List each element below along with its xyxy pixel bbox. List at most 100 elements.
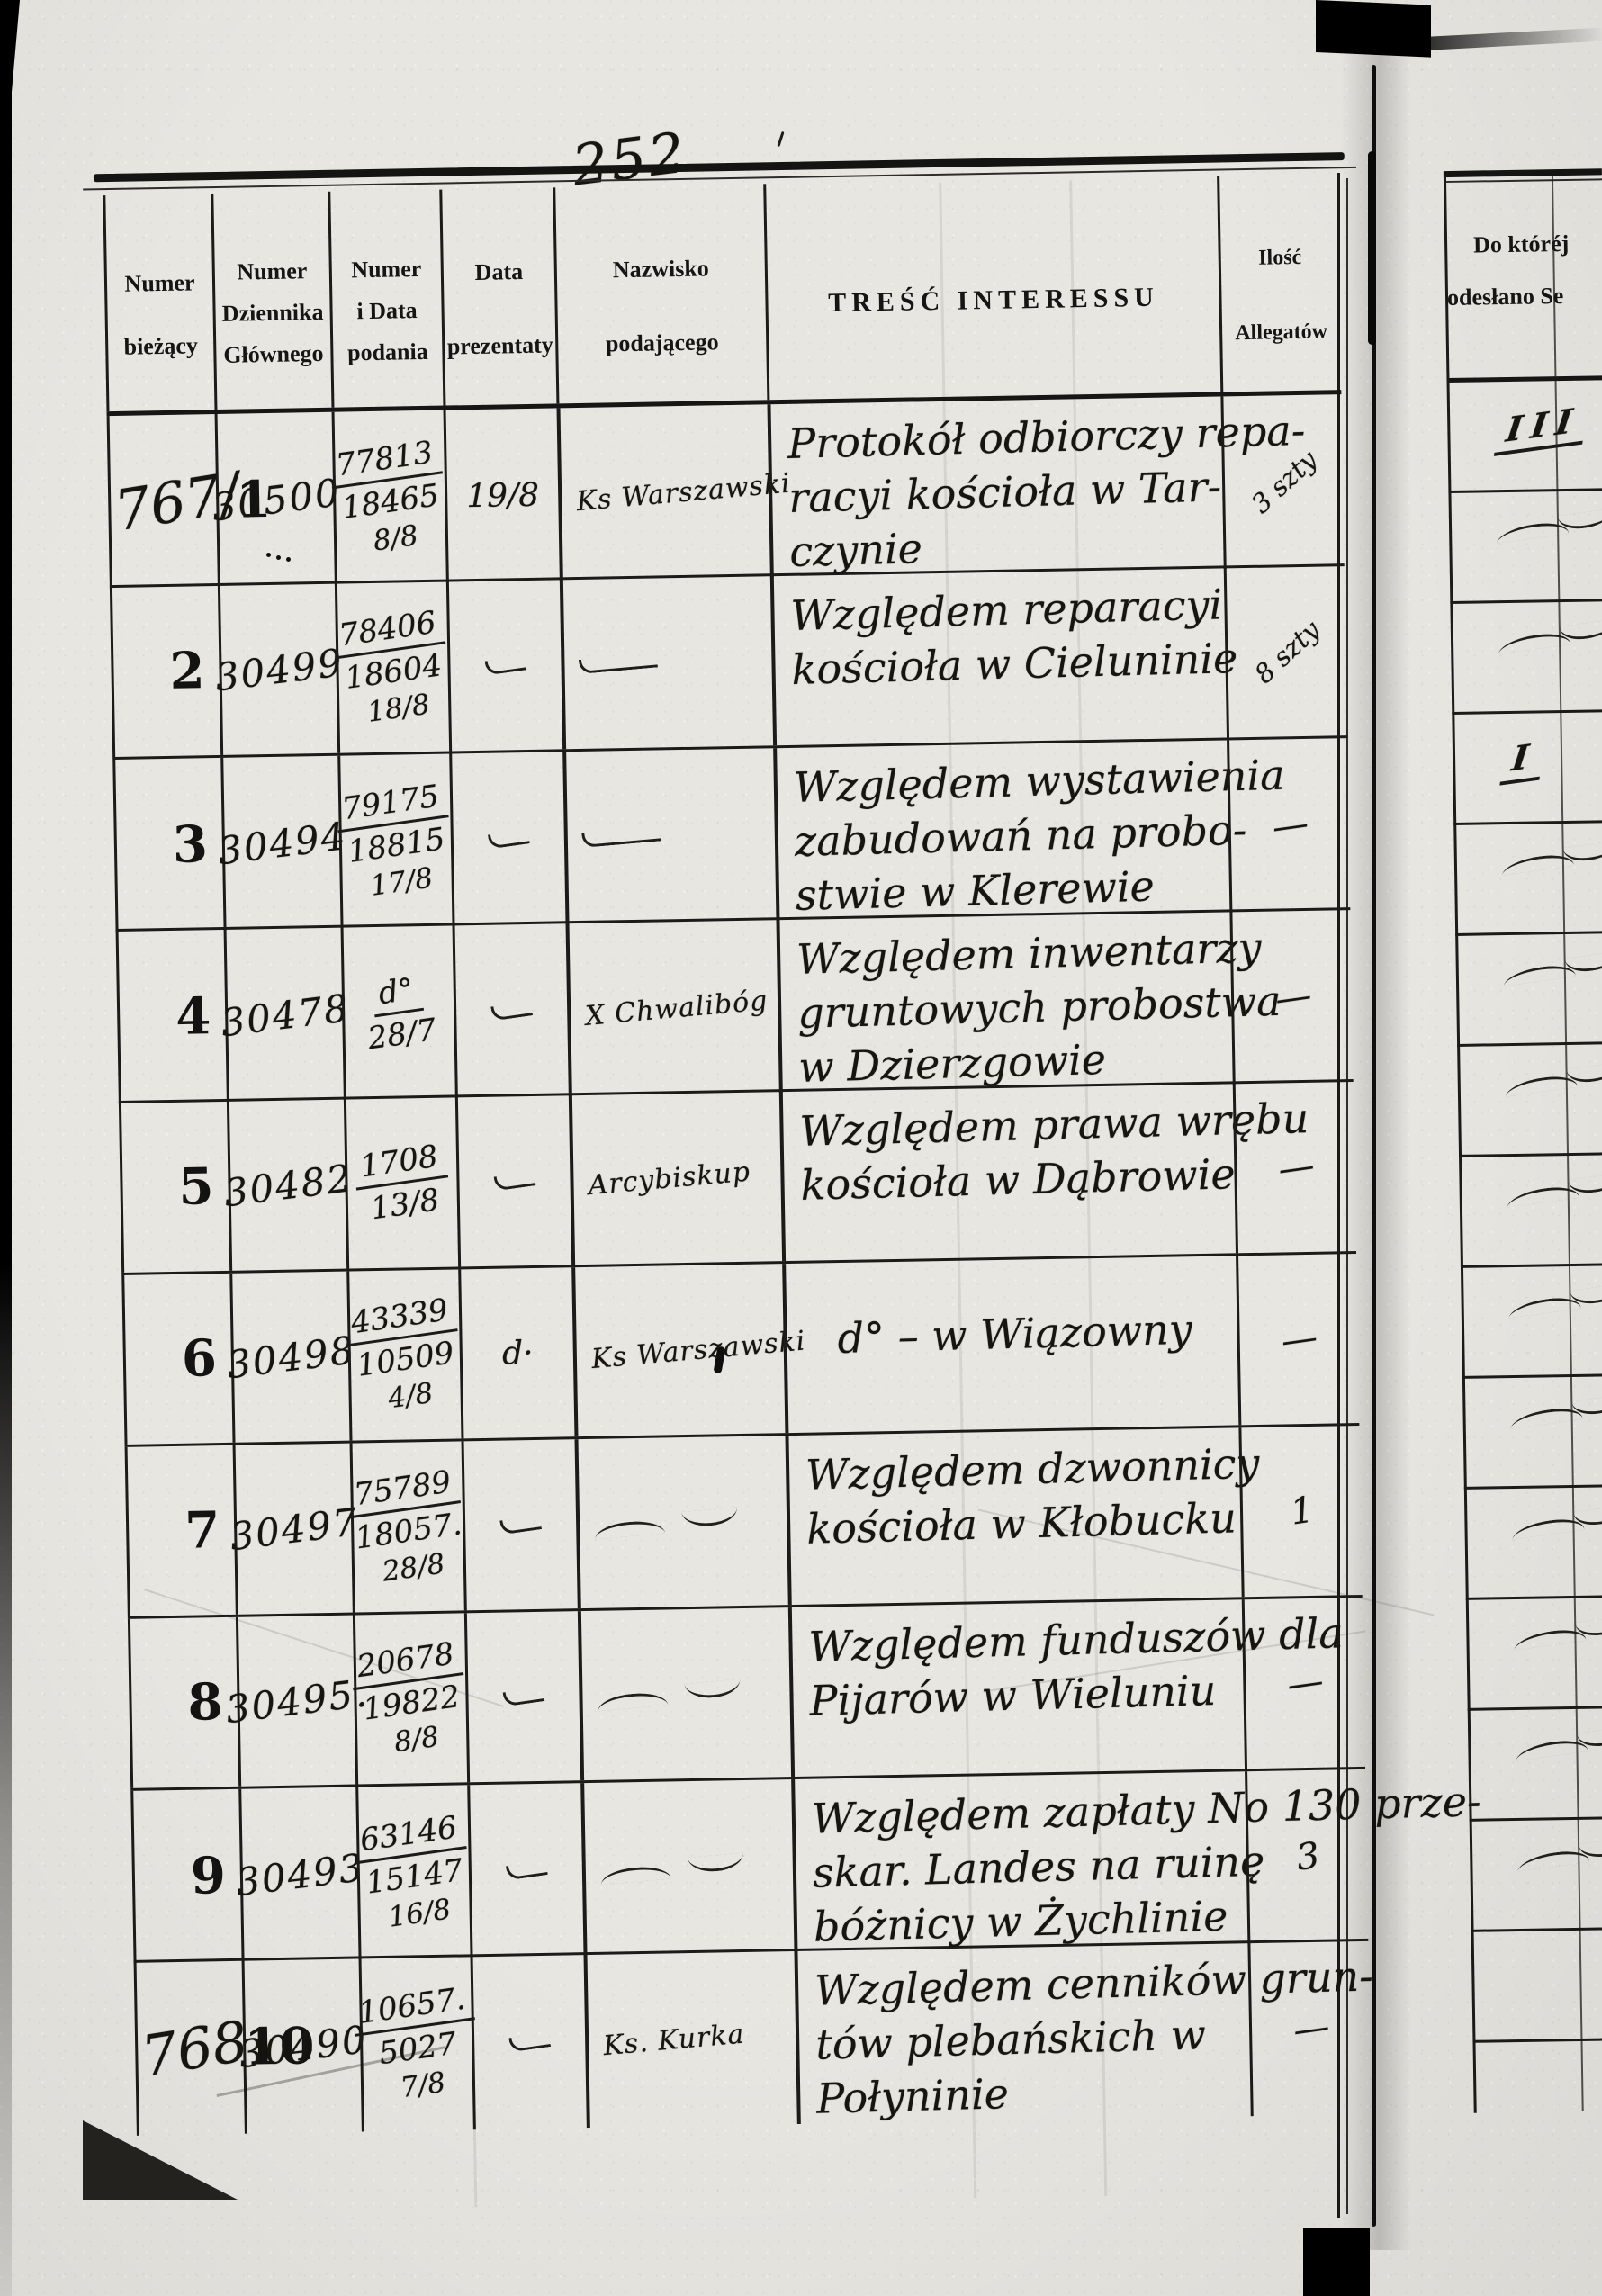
header-tresc-interessu: TREŚĆ INTERESSU bbox=[763, 176, 1221, 401]
cell-nazwisko bbox=[577, 1607, 792, 1781]
section-value bbox=[1511, 1392, 1602, 1427]
cell-tresc: Względem reparacyi kościoła w Cieluninie bbox=[770, 568, 1238, 746]
cell-data-prezentaty bbox=[461, 1439, 578, 1611]
section-value bbox=[1509, 1282, 1602, 1317]
section-value: I bbox=[1499, 734, 1545, 786]
cell-nazwisko bbox=[574, 1436, 788, 1609]
cell-numer-biezacy: 5 bbox=[118, 1101, 230, 1273]
cell-numer-podania: d° 28/7 bbox=[340, 925, 455, 1101]
cell-allegaty: — bbox=[1232, 1082, 1356, 1254]
table-row: 4 30478 d° 28/7 X Chwalibóg bbox=[115, 910, 1354, 1104]
section-row bbox=[1454, 823, 1602, 936]
cell-numer-dziennika: 30494 bbox=[215, 755, 349, 931]
cell-numer-dziennika: 30497 bbox=[227, 1443, 361, 1615]
cell-allegaty: 3 szty bbox=[1220, 394, 1345, 570]
register-table: Numer bieżący Numer Dziennika Głównego N… bbox=[103, 174, 1481, 2136]
cell-allegaty: — bbox=[1247, 1940, 1372, 2117]
cell-allegaty: 8 szty bbox=[1223, 566, 1347, 738]
cell-data-prezentaty bbox=[467, 1783, 584, 1958]
section-row bbox=[1448, 491, 1602, 605]
cell-numer-biezacy: 7 bbox=[124, 1445, 236, 1616]
cell-allegaty: — bbox=[1236, 1254, 1360, 1426]
table-row: 5 30482 1708 13/8 Arcybiskup bbox=[118, 1082, 1357, 1275]
cell-data-prezentaty bbox=[446, 580, 563, 752]
cell-numer-biezacy: 8 bbox=[127, 1616, 239, 1788]
cell-tresc: Protokół odbiorczy repa- racyi kościoła … bbox=[767, 396, 1306, 578]
section-row bbox=[1450, 601, 1602, 715]
section-row bbox=[1467, 1708, 1602, 1822]
cell-tresc: Względem prawa wrębu kościoła w Dąbrowie bbox=[778, 1084, 1310, 1262]
header-ilosc-allegatow: Ilość Allegatów bbox=[1217, 174, 1342, 392]
cell-nazwisko: Arcybiskup bbox=[568, 1092, 783, 1265]
cell-numer-dziennika: 30498 bbox=[224, 1271, 358, 1443]
cell-numer-dziennika: 30478 bbox=[218, 927, 352, 1103]
cell-nazwisko bbox=[562, 748, 777, 925]
section-value bbox=[1506, 1060, 1602, 1095]
cell-allegaty: 1 bbox=[1238, 1425, 1363, 1598]
cell-allegaty: — bbox=[1227, 738, 1351, 914]
cell-tresc: Względem zapłaty No 130 prze- skar. Land… bbox=[791, 1771, 1481, 1953]
table-top-rule-thick bbox=[1443, 168, 1602, 178]
cell-numer-dziennika: 30493 bbox=[233, 1787, 367, 1962]
cell-nazwisko: Ks Warszawski bbox=[572, 1264, 807, 1437]
header-numer-biezacy: Numer bieżący bbox=[103, 194, 215, 412]
table-row: 6 30498 43339 10509 4/8 d· Ks Warszawski bbox=[122, 1254, 1360, 1447]
cell-numer-podania: 1708 13/8 bbox=[343, 1097, 459, 1269]
section-value bbox=[1508, 1171, 1602, 1206]
ink-blot bbox=[266, 553, 271, 557]
cell-nazwisko: Ks. Kurka bbox=[583, 1951, 797, 2129]
cell-data-prezentaty bbox=[454, 1095, 572, 1267]
header-odeslano: odesłano Se bbox=[1446, 282, 1564, 311]
header-data-prezentaty: Data prezentaty bbox=[439, 187, 557, 406]
cell-numer-biezacy: 9 bbox=[130, 1788, 242, 1964]
cell-allegaty: — bbox=[1229, 910, 1354, 1085]
table-row: 3 30494 79175 18815 17/8 bbox=[112, 738, 1351, 933]
table-row: 9 30493 63146 15147 16/8 bbox=[130, 1769, 1481, 1964]
section-row bbox=[1459, 1155, 1602, 1268]
cell-numer-biezacy: 6 bbox=[122, 1273, 233, 1445]
cell-allegaty: 3 bbox=[1245, 1769, 1369, 1945]
cell-numer-dziennika: 30482 bbox=[221, 1099, 355, 1271]
cell-numer-podania: 20678 19822 8/8 bbox=[347, 1613, 468, 1785]
cell-data-prezentaty bbox=[449, 752, 566, 927]
section-column: III I bbox=[1446, 380, 1602, 2151]
cell-numer-podania: 10657. 5027 7/8 bbox=[349, 1957, 475, 2132]
table-row: 767/ 1 30500 77813 18465 8/8 19/8 bbox=[106, 394, 1345, 590]
section-row bbox=[1460, 1265, 1602, 1379]
table-row: 7 30497 75789 18057. 28/8 bbox=[124, 1425, 1363, 1619]
header-numer-dziennika: Numer Dziennika Głównego bbox=[211, 191, 332, 410]
section-row bbox=[1462, 1376, 1602, 1490]
cell-numer-biezacy: 768 10 bbox=[133, 1960, 315, 2136]
cell-numer-podania: 79175 18815 17/8 bbox=[333, 753, 453, 929]
left-page: Numer bieżący Numer Dziennika Głównego N… bbox=[60, 95, 1481, 2208]
cell-numer-podania: 63146 15147 16/8 bbox=[351, 1785, 471, 1960]
cell-tresc: Względem dzwonnicy kościoła w Kłobucku bbox=[785, 1427, 1260, 1606]
section-value: III bbox=[1493, 398, 1589, 456]
cell-allegaty: — bbox=[1241, 1597, 1365, 1769]
section-value bbox=[1514, 1614, 1602, 1649]
cell-data-prezentaty: d· bbox=[458, 1267, 575, 1439]
cell-tresc: Względem funduszów dla Pijarów w Wieluni… bbox=[788, 1599, 1344, 1778]
section-row bbox=[1463, 1487, 1602, 1600]
cell-numer-biezacy: 767/ 1 bbox=[106, 414, 272, 590]
cell-nazwisko: X Chwalibóg bbox=[565, 920, 779, 1097]
cell-tresc: d° – w Wiązowny bbox=[782, 1256, 1239, 1434]
section-value bbox=[1504, 950, 1602, 985]
cell-nazwisko: Ks Warszawski bbox=[556, 404, 792, 581]
section-value bbox=[1497, 508, 1602, 543]
table-header-row: Numer bieżący Numer Dziennika Głównego N… bbox=[103, 174, 1342, 417]
cell-numer-podania: 75789 18057. 28/8 bbox=[345, 1441, 464, 1613]
table-row: 768 10 30490 10657. 5027 7/8 bbox=[133, 1940, 1373, 2136]
section-value bbox=[1513, 1503, 1602, 1538]
section-row bbox=[1469, 1819, 1602, 1932]
header-nazwisko: Nazwisko podającego bbox=[553, 184, 768, 404]
header-do-ktorej: Do któréj bbox=[1472, 230, 1570, 258]
cell-numer-podania: 78406 18604 18/8 bbox=[329, 581, 450, 753]
film-block-top-right bbox=[1316, 0, 1431, 58]
section-value bbox=[1502, 839, 1602, 874]
book-spine-line bbox=[1372, 65, 1376, 2227]
header-numer-podania: Numer i Data podania bbox=[328, 189, 444, 408]
section-row: I bbox=[1452, 712, 1602, 825]
cell-tresc: Względem wystawienia zabudowań na probo-… bbox=[773, 740, 1285, 922]
